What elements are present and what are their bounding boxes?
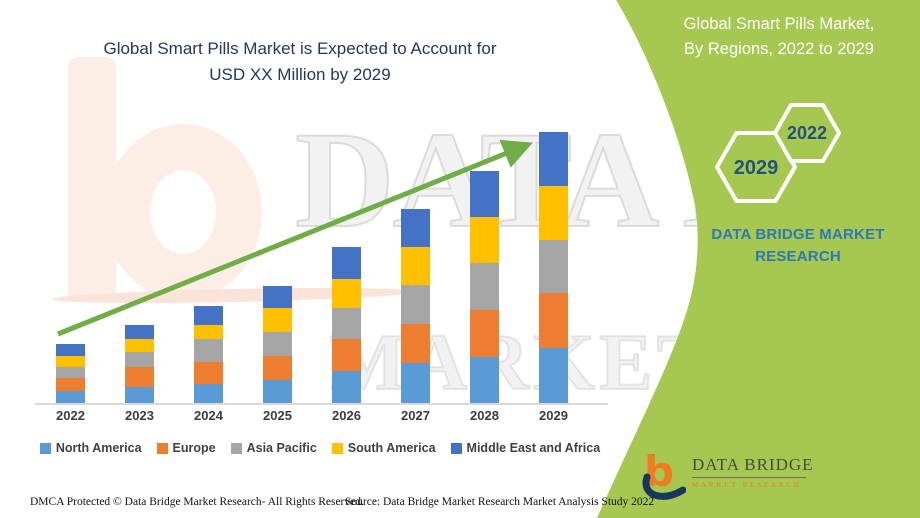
legend-label-europe: Europe bbox=[172, 441, 216, 455]
panel-title-line2: By Regions, 2022 to 2029 bbox=[684, 39, 874, 58]
brand-name-line1: DATA BRIDGE MARKET bbox=[711, 226, 885, 243]
x-label-2025: 2025 bbox=[263, 408, 292, 423]
bar-2027-north-america bbox=[401, 363, 430, 403]
brand-name: DATA BRIDGE MARKET RESEARCH bbox=[688, 224, 908, 268]
x-label-2028: 2028 bbox=[470, 408, 499, 423]
logo-subtitle: MARKET RESEARCH bbox=[692, 481, 802, 489]
bar-2029-asia-pacific bbox=[539, 240, 568, 293]
bar-2023-asia-pacific bbox=[125, 352, 154, 367]
bar-2022-europe bbox=[56, 378, 85, 391]
brand-logo-text: DATA BRIDGE MARKET RESEARCH bbox=[692, 450, 814, 489]
legend-item-middle-east-and-africa: Middle East and Africa bbox=[450, 441, 601, 455]
legend-label-south-america: South America bbox=[347, 441, 436, 455]
bar-2026-north-america bbox=[332, 371, 361, 403]
bar-2025-north-america bbox=[263, 380, 292, 403]
bar-2022-middle-east-and-africa bbox=[56, 344, 85, 356]
legend-swatch-asia-pacific bbox=[230, 442, 242, 454]
x-label-2023: 2023 bbox=[125, 408, 154, 423]
bar-2029-south-america bbox=[539, 186, 568, 240]
hexagon-2029 bbox=[715, 131, 797, 203]
legend-item-south-america: South America bbox=[331, 441, 436, 455]
legend-swatch-europe bbox=[156, 442, 168, 454]
source-text: Source: Data Bridge Market Research Mark… bbox=[345, 496, 655, 508]
copyright-text: DMCA Protected © Data Bridge Market Rese… bbox=[30, 496, 364, 508]
bar-2029-europe bbox=[539, 293, 568, 348]
chart-title: Global Smart Pills Market is Expected to… bbox=[55, 36, 545, 89]
bar-2022-asia-pacific bbox=[56, 367, 85, 378]
bar-2029 bbox=[539, 132, 568, 403]
chart-title-line2: USD XX Million by 2029 bbox=[209, 65, 391, 85]
bar-2029-north-america bbox=[539, 348, 568, 403]
brand-name-line2: RESEARCH bbox=[755, 247, 841, 265]
bar-2022-south-america bbox=[56, 356, 85, 367]
legend-item-europe: Europe bbox=[156, 441, 216, 455]
legend: North America Europe Asia Pacific South Ame… bbox=[28, 441, 612, 455]
x-label-2026: 2026 bbox=[332, 408, 361, 423]
bar-2025-europe bbox=[263, 356, 292, 380]
bar-2024-europe bbox=[194, 362, 223, 384]
legend-swatch-middle-east-and-africa bbox=[450, 442, 462, 454]
bar-2023-europe bbox=[125, 367, 154, 387]
bar-2023-north-america bbox=[125, 387, 154, 403]
panel-title: Global Smart Pills Market, By Regions, 2… bbox=[645, 12, 913, 62]
bar-2029-middle-east-and-africa bbox=[539, 132, 568, 186]
x-axis-labels: 2022 2023 2024 2025 2026 2027 2028 2029 bbox=[35, 408, 610, 426]
x-label-2027: 2027 bbox=[401, 408, 430, 423]
bar-2022-north-america bbox=[56, 391, 85, 403]
legend-label-north-america: North America bbox=[55, 441, 142, 455]
bar-2023-south-america bbox=[125, 339, 154, 352]
legend-item-north-america: North America bbox=[39, 441, 142, 455]
legend-item-asia-pacific: Asia Pacific bbox=[230, 441, 317, 455]
bar-2026-europe bbox=[332, 339, 361, 371]
bar-2028-north-america bbox=[470, 357, 499, 403]
hexagon-2022 bbox=[773, 103, 841, 163]
hexagon-2029-label: 2029 bbox=[734, 157, 779, 179]
hexagon-2022-label: 2022 bbox=[787, 123, 827, 143]
logo-underline bbox=[692, 477, 806, 478]
x-label-2022: 2022 bbox=[56, 408, 85, 423]
legend-label-asia-pacific: Asia Pacific bbox=[246, 441, 317, 455]
legend-swatch-north-america bbox=[39, 442, 51, 454]
panel-title-line1: Global Smart Pills Market, bbox=[683, 15, 875, 33]
bar-2024-asia-pacific bbox=[194, 339, 223, 362]
bar-2022 bbox=[56, 344, 85, 403]
x-axis-line bbox=[35, 403, 608, 405]
brand-logo: b DATA BRIDGE MARKET RESEARCH bbox=[640, 450, 814, 502]
bar-2024-north-america bbox=[194, 384, 223, 403]
x-label-2024: 2024 bbox=[194, 408, 223, 423]
legend-label-middle-east-and-africa: Middle East and Africa bbox=[466, 441, 601, 455]
chart-title-line1: Global Smart Pills Market is Expected to… bbox=[103, 39, 497, 58]
brand-logo-icon: b bbox=[642, 450, 686, 500]
logo-title: DATA BRIDGE bbox=[692, 455, 814, 474]
legend-swatch-south-america bbox=[331, 442, 343, 454]
x-label-2029: 2029 bbox=[539, 408, 568, 423]
